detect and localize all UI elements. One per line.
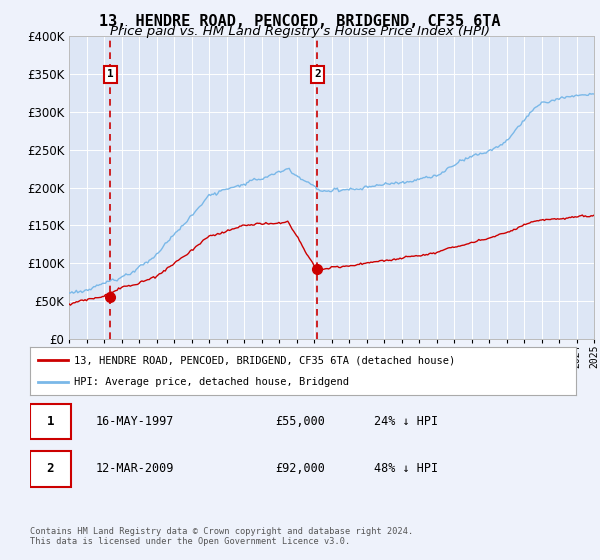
Text: 1: 1 (47, 415, 54, 428)
Text: 16-MAY-1997: 16-MAY-1997 (95, 415, 174, 428)
Text: £92,000: £92,000 (276, 463, 326, 475)
FancyBboxPatch shape (30, 451, 71, 487)
Text: Price paid vs. HM Land Registry's House Price Index (HPI): Price paid vs. HM Land Registry's House … (110, 25, 490, 38)
Text: 2: 2 (47, 463, 54, 475)
FancyBboxPatch shape (30, 404, 71, 439)
Text: 24% ↓ HPI: 24% ↓ HPI (374, 415, 438, 428)
Text: 13, HENDRE ROAD, PENCOED, BRIDGEND, CF35 6TA (detached house): 13, HENDRE ROAD, PENCOED, BRIDGEND, CF35… (74, 355, 455, 365)
Text: 2: 2 (314, 69, 321, 79)
Text: 12-MAR-2009: 12-MAR-2009 (95, 463, 174, 475)
Text: 48% ↓ HPI: 48% ↓ HPI (374, 463, 438, 475)
Text: 13, HENDRE ROAD, PENCOED, BRIDGEND, CF35 6TA: 13, HENDRE ROAD, PENCOED, BRIDGEND, CF35… (99, 14, 501, 29)
Text: Contains HM Land Registry data © Crown copyright and database right 2024.
This d: Contains HM Land Registry data © Crown c… (30, 526, 413, 546)
Text: 1: 1 (107, 69, 114, 79)
Text: £55,000: £55,000 (276, 415, 326, 428)
Text: HPI: Average price, detached house, Bridgend: HPI: Average price, detached house, Brid… (74, 377, 349, 387)
